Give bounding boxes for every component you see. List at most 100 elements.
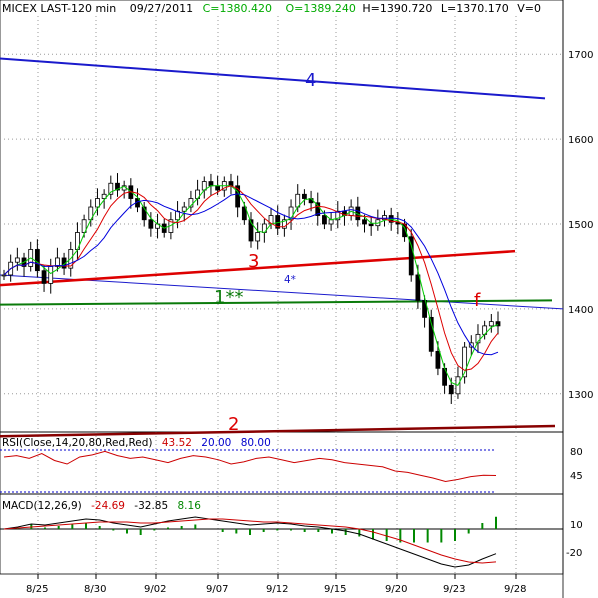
candle-body — [328, 219, 334, 225]
line3-label: 3 — [248, 251, 259, 272]
y-tick-label: 1400 — [568, 305, 593, 316]
line2-label: 2 — [228, 414, 239, 435]
candle-body — [181, 206, 187, 212]
x-tick-label: 9/12 — [266, 584, 288, 595]
macd-hist: 8.16 — [178, 500, 202, 512]
macd-signal: -32.85 — [134, 500, 168, 512]
rsi-header: RSI(Close,14,20,80,Red,Red) 43.52 20.00 … — [2, 437, 271, 449]
low-value: L=1370.170 — [441, 2, 509, 15]
x-tick-label: 9/28 — [504, 584, 526, 595]
candle-body — [435, 350, 441, 369]
trendline-3 — [0, 249, 516, 287]
candle-body — [228, 181, 234, 187]
candle-body — [215, 185, 221, 191]
x-tick-label: 9/07 — [206, 584, 228, 595]
f-label: f — [474, 290, 481, 311]
candle-body — [255, 232, 261, 242]
x-tick-label: 8/30 — [84, 584, 106, 595]
rsi-value: 43.52 — [162, 437, 192, 449]
open-value: O=1389.240 — [286, 2, 356, 15]
trendline-2 — [0, 424, 556, 438]
candle-body — [115, 182, 120, 191]
candle-body — [208, 181, 214, 187]
candle-body — [34, 249, 40, 272]
macd-label: MACD(12,26,9) — [2, 500, 82, 512]
candle-body — [315, 202, 321, 216]
macd-tick-neg20: -20 — [566, 548, 582, 559]
candle-body — [382, 215, 387, 221]
candle-body — [362, 219, 367, 225]
x-tick-label: 8/25 — [26, 584, 48, 595]
grid — [0, 16, 563, 574]
y-tick-label: 1300 — [568, 390, 593, 401]
line4star-label: 4* — [284, 274, 296, 286]
candle-body — [322, 215, 327, 225]
x-tick-label: 9/23 — [443, 584, 465, 595]
y-tick-label: 1600 — [568, 135, 593, 146]
candle-body — [48, 266, 54, 284]
macd-header: MACD(12,26,9) -24.69 -32.85 8.16 — [2, 500, 201, 512]
candle-body — [248, 219, 254, 242]
candle-body — [448, 384, 454, 395]
candle-body — [101, 193, 107, 199]
ma-mid — [3, 185, 499, 371]
candle-body — [428, 316, 434, 352]
candle-body — [55, 257, 60, 267]
date-label: 09/27/2011 — [130, 2, 193, 15]
candle-body — [1, 274, 7, 277]
candle-body — [281, 219, 287, 229]
rsi-low: 20.00 — [201, 437, 231, 449]
candle-body — [41, 270, 47, 284]
line4-label: 4 — [305, 70, 316, 91]
rsi-tick-45: 45 — [570, 471, 583, 482]
x-tick-label: 9/20 — [385, 584, 407, 595]
candle-body — [422, 300, 427, 318]
moving-averages — [3, 185, 499, 386]
close-value: C=1380.420 — [203, 2, 272, 15]
ma-fast — [3, 185, 499, 386]
candle-body — [141, 206, 147, 221]
candle-body — [368, 223, 374, 227]
candle-body — [148, 219, 154, 229]
rsi-tick-80: 80 — [570, 447, 583, 458]
macd-panel — [0, 516, 563, 568]
candle-body — [81, 219, 87, 233]
macd-signal-line — [3, 518, 497, 564]
line1-label: 1** — [214, 287, 243, 308]
x-tick-label: 9/02 — [144, 584, 166, 595]
candle-body — [288, 206, 294, 221]
y-tick-label: 1500 — [568, 220, 593, 231]
trendline-1** — [0, 299, 553, 306]
rsi-label: RSI(Close,14,20,80,Red,Red) — [2, 437, 153, 449]
candle-body — [108, 182, 114, 195]
candle-body — [302, 193, 307, 199]
x-axis-ticks: 8/25 8/30 9/02 9/07 9/12 9/15 9/20 9/23 9/28 — [26, 574, 526, 595]
macd-line — [3, 516, 497, 568]
candle-body — [415, 274, 421, 301]
candle-body — [335, 210, 341, 221]
macd-tick-10: 10 — [570, 520, 583, 531]
high-value: H=1390.720 — [362, 2, 432, 15]
header-text: MICEX LAST-120 min 09/27/2011 C=1380.420… — [2, 2, 541, 15]
x-tick-label: 9/15 — [324, 584, 346, 595]
rsi-panel — [0, 449, 497, 493]
candle-body — [241, 206, 247, 221]
y-axis-ticks: 1700 1600 1500 1400 1300 — [568, 50, 593, 401]
trendline-4* — [0, 274, 564, 310]
candles — [1, 173, 501, 404]
rsi-high: 80.00 — [241, 437, 271, 449]
rsi-line — [3, 450, 497, 483]
ma-slow — [3, 193, 499, 356]
trendlines — [0, 57, 564, 438]
trendline-4 — [0, 57, 546, 100]
y-tick-label: 1700 — [568, 50, 593, 61]
candle-body — [14, 257, 20, 263]
candle-body — [495, 321, 501, 327]
candle-body — [95, 198, 100, 208]
candle-body — [462, 346, 468, 378]
volume-value: V=0 — [517, 2, 541, 15]
macd-value: -24.69 — [91, 500, 125, 512]
symbol-label: MICEX LAST-120 min — [2, 2, 116, 15]
candle-body — [488, 321, 494, 327]
